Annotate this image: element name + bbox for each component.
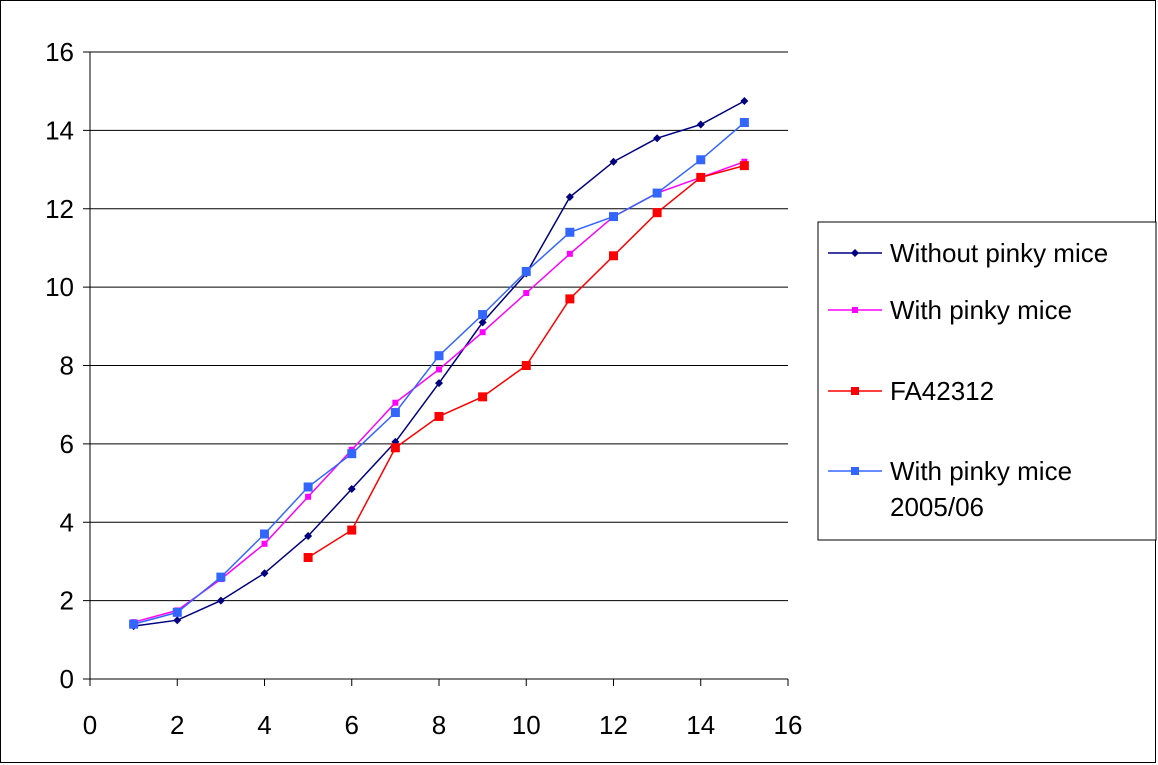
data-point-with-pinky-mice-2005-06-2 (172, 607, 182, 617)
data-point-with-pinky-mice-2005-06-14 (696, 155, 706, 165)
data-point-without-pinky-mice-4 (260, 569, 269, 578)
legend: Without pinky mice With pinky mice FA423… (817, 221, 1157, 541)
x-tick-label-16: 16 (774, 710, 803, 740)
legend-marker-with-pinky (852, 307, 858, 313)
data-point-fa42312-7 (390, 443, 400, 453)
legend-marker-fa42312 (851, 387, 859, 395)
data-point-with-pinky-mice-2005-06-9 (478, 310, 488, 320)
data-point-fa42312-8 (434, 411, 444, 421)
legend-label-with-pinky-2005-line2: 2005/06 (890, 492, 984, 522)
x-tick-label-6: 6 (345, 710, 359, 740)
x-tick-label-0: 0 (83, 710, 97, 740)
data-point-with-pinky-mice-2005-06-1 (129, 619, 139, 629)
y-tick-label-2: 2 (60, 586, 74, 616)
data-point-with-pinky-mice-2005-06-12 (609, 212, 618, 222)
data-point-with-pinky-mice-2005-06-7 (390, 408, 400, 418)
legend-marker-without-pinky (851, 249, 859, 257)
grid-lines (90, 51, 788, 602)
x-tick-label-2: 2 (170, 710, 184, 740)
y-tick-label-12: 12 (45, 194, 74, 224)
data-point-with-pinky-mice-2005-06-6 (347, 449, 357, 459)
data-point-with-pinky-mice-8 (436, 366, 442, 373)
data-point-without-pinky-mice-11 (565, 192, 574, 201)
data-point-without-pinky-mice-9 (478, 318, 487, 327)
data-point-without-pinky-mice-14 (696, 120, 705, 129)
series-fa42312 (303, 161, 749, 563)
data-point-without-pinky-mice-12 (609, 157, 618, 166)
legend-label-fa42312: FA42312 (890, 376, 994, 406)
data-point-fa42312-12 (609, 251, 618, 261)
y-tick-label-16: 16 (45, 37, 74, 67)
y-tick-label-8: 8 (60, 351, 74, 381)
data-point-with-pinky-mice-10 (523, 290, 530, 297)
data-point-with-pinky-mice-5 (305, 493, 312, 500)
legend-label-with-pinky: With pinky mice (890, 295, 1072, 325)
data-point-fa42312-13 (652, 208, 662, 218)
legend-label-without-pinky: Without pinky mice (890, 238, 1108, 268)
data-point-fa42312-11 (565, 294, 575, 304)
data-point-with-pinky-mice-7 (392, 399, 399, 406)
data-point-fa42312-14 (696, 172, 706, 182)
y-tick-label-10: 10 (45, 272, 74, 302)
data-point-with-pinky-mice-4 (261, 540, 268, 547)
data-point-with-pinky-mice-11 (566, 250, 573, 257)
data-point-without-pinky-mice-3 (216, 596, 225, 605)
x-tick-label-14: 14 (686, 710, 715, 740)
data-point-fa42312-6 (347, 525, 357, 535)
series-line-with-pinky-mice (133, 160, 745, 623)
x-tick-label-4: 4 (257, 710, 271, 740)
data-point-with-pinky-mice-2005-06-13 (652, 188, 662, 198)
legend-marker-with-pinky-2005 (851, 467, 859, 475)
y-tick-label-14: 14 (45, 115, 74, 145)
data-point-with-pinky-mice-2005-06-3 (216, 572, 226, 582)
x-tick-label-12: 12 (599, 710, 628, 740)
data-point-without-pinky-mice-5 (304, 531, 313, 540)
y-tick-label-0: 0 (60, 664, 74, 694)
data-point-without-pinky-mice-8 (435, 379, 443, 388)
data-point-with-pinky-mice-2005-06-8 (434, 351, 444, 361)
series-line-with-pinky-mice-2005-06 (133, 121, 745, 625)
data-point-without-pinky-mice-6 (347, 484, 356, 493)
data-point-with-pinky-mice-2005-06-11 (565, 227, 575, 237)
series-with-pinky-mice (130, 158, 748, 626)
y-tick-label-4: 4 (60, 507, 74, 537)
series-group (129, 96, 749, 631)
series-without-pinky-mice (129, 96, 749, 631)
series-with-pinky-mice-2005-06 (129, 118, 749, 629)
series-line-without-pinky-mice (133, 100, 745, 627)
data-point-fa42312-15 (739, 161, 749, 171)
data-point-with-pinky-mice-2005-06-15 (739, 118, 749, 128)
data-point-without-pinky-mice-13 (653, 134, 662, 143)
axes: 0 2 4 6 8 10 12 14 16 0 2 4 6 8 10 12 14 16 (45, 37, 802, 740)
data-point-with-pinky-mice-2005-06-10 (521, 266, 531, 276)
data-point-fa42312-5 (303, 553, 313, 563)
data-point-fa42312-10 (521, 361, 531, 370)
data-point-with-pinky-mice-2005-06-5 (303, 482, 313, 492)
data-point-with-pinky-mice-2005-06-4 (260, 529, 269, 539)
x-tick-label-10: 10 (512, 710, 541, 740)
legend-box (817, 221, 1157, 541)
data-point-without-pinky-mice-2 (173, 616, 182, 625)
data-point-without-pinky-mice-15 (740, 96, 749, 105)
y-tick-label-6: 6 (60, 429, 74, 459)
legend-label-with-pinky-2005-line1: With pinky mice (890, 456, 1072, 486)
data-point-with-pinky-mice-9 (479, 329, 486, 336)
data-point-fa42312-9 (478, 392, 488, 402)
x-tick-label-8: 8 (432, 710, 446, 740)
